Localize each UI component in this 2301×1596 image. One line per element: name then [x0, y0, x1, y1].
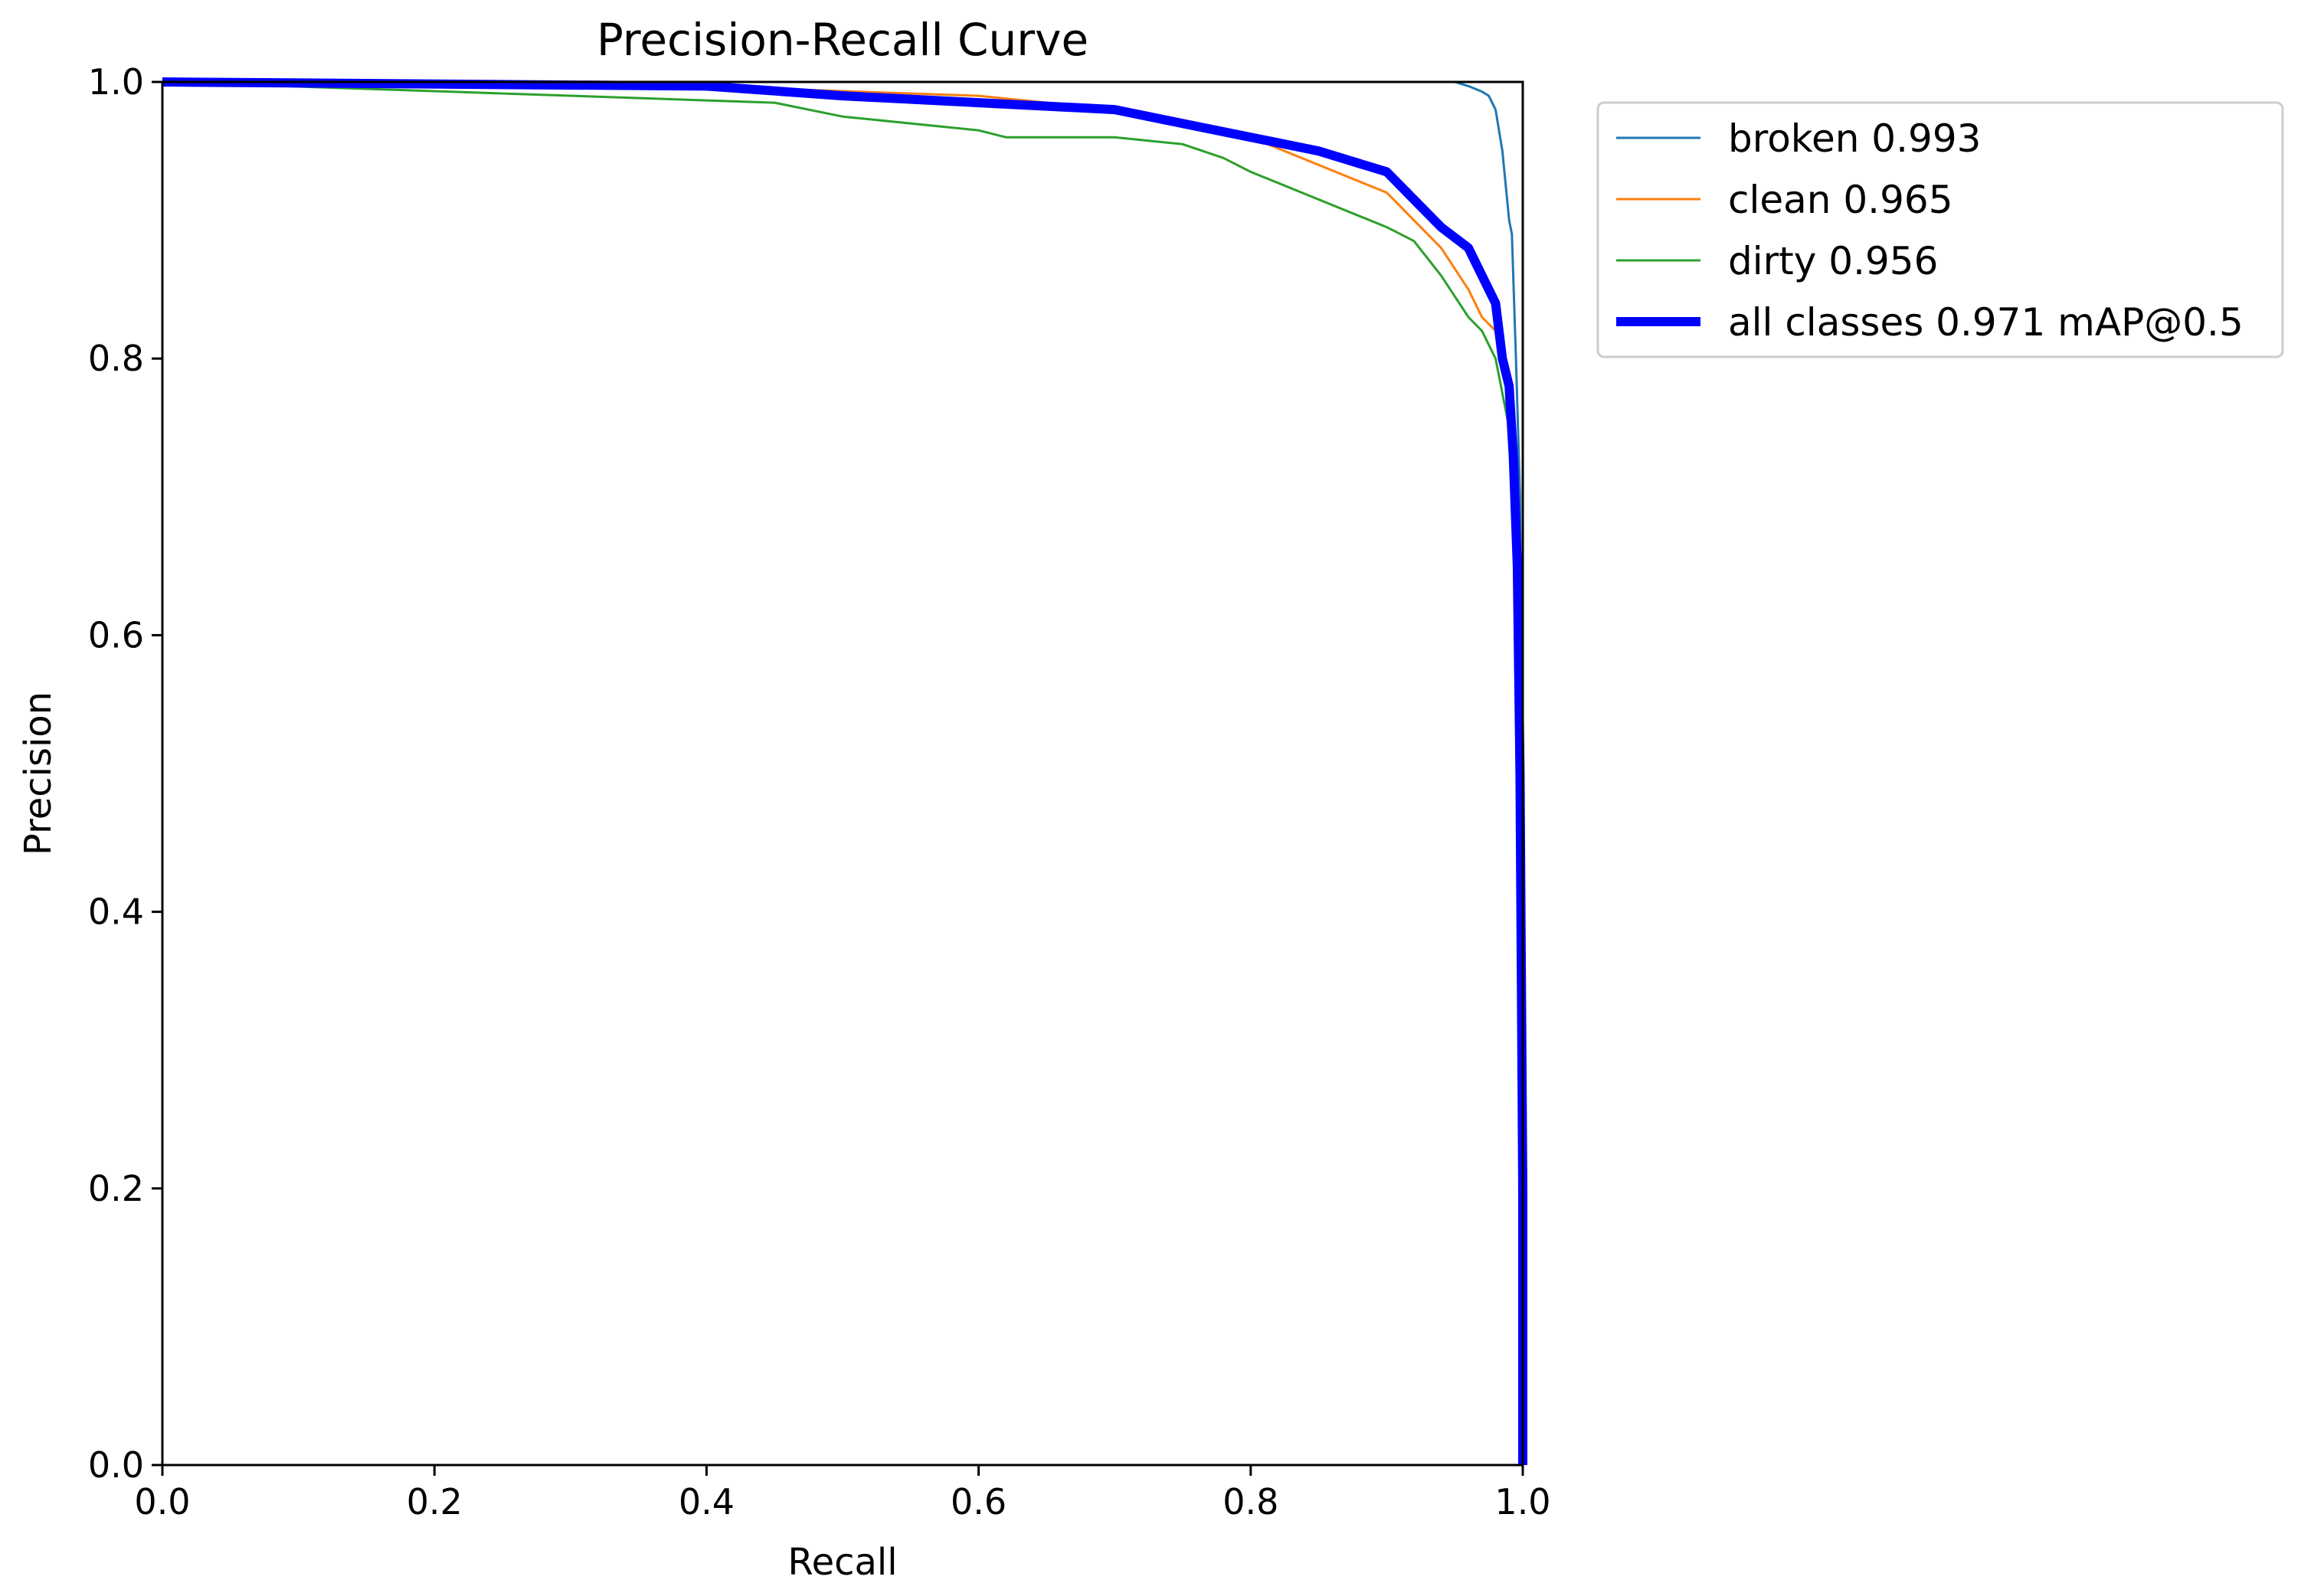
legend-label-1: clean 0.965	[1728, 178, 1953, 222]
y-tick-label: 1.0	[88, 61, 144, 103]
plot-frame	[161, 80, 1524, 1467]
plot-area	[162, 82, 1523, 1465]
y-tick-label: 0.2	[88, 1168, 144, 1209]
x-tick-label: 0.4	[679, 1481, 735, 1522]
x-axis-label: Recall	[787, 1541, 897, 1584]
legend-frame	[1596, 101, 2284, 358]
x-tick-label: 1.0	[1494, 1481, 1550, 1522]
legend-label-3: all classes 0.971 mAP@0.5	[1728, 300, 2244, 345]
x-axis-ticks: 0.0 0.2 0.4 0.6 0.8 1.0	[134, 1465, 1551, 1522]
legend-label-0: broken 0.993	[1728, 116, 1981, 161]
y-axis-label: Precision	[17, 692, 60, 855]
chart-title: Precision-Recall Curve	[597, 14, 1088, 66]
x-tick-label: 0.0	[134, 1481, 190, 1522]
legend-label-2: dirty 0.956	[1728, 239, 1938, 283]
y-tick-label: 0.4	[88, 891, 144, 933]
x-tick-label: 0.8	[1223, 1481, 1278, 1522]
y-axis-ticks: 0.0 0.2 0.4 0.6 0.8 1.0	[88, 61, 162, 1486]
y-tick-label: 0.0	[88, 1444, 144, 1486]
series-line-3	[162, 77, 1527, 1465]
legend-items: broken 0.993 clean 0.965 dirty 0.956 all cl…	[1616, 116, 2244, 345]
y-tick-label: 0.8	[88, 338, 144, 379]
x-tick-label: 0.6	[951, 1481, 1006, 1522]
legend: broken 0.993 clean 0.965 dirty 0.956 all cl…	[1596, 101, 2284, 358]
x-tick-label: 0.2	[407, 1481, 463, 1522]
y-tick-label: 0.6	[88, 614, 144, 656]
